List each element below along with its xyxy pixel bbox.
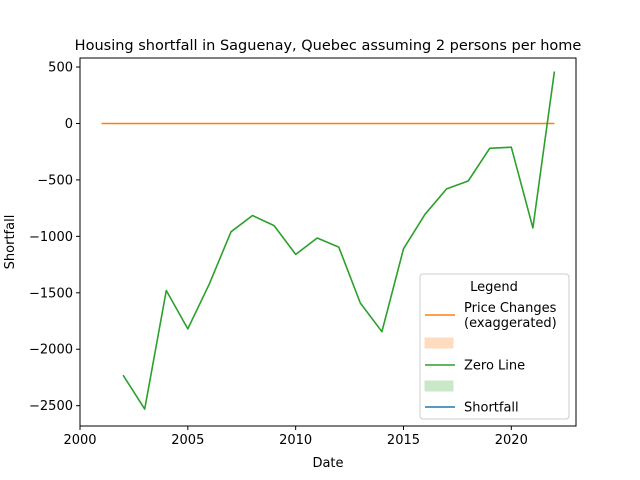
y-tick-label: −2000	[29, 343, 73, 358]
y-axis-label: Shortfall	[3, 215, 18, 270]
legend: Legend Price Changes(exaggerated) Zero Li…	[419, 273, 570, 420]
x-tick-label: 2005	[171, 433, 204, 448]
plot-lines	[101, 71, 556, 410]
legend-swatch-patch	[424, 380, 454, 392]
legend-swatch-patch	[424, 337, 454, 349]
x-tick-label: 2020	[495, 433, 528, 448]
y-tick-label: 0	[65, 117, 73, 132]
x-axis-label: Date	[312, 456, 343, 471]
x-tick-label: 2010	[279, 433, 312, 448]
legend-label: Price Changes	[464, 301, 557, 316]
plot-frame	[79, 57, 577, 427]
chart-title: Housing shortfall in Saguenay, Quebec as…	[75, 38, 582, 54]
series-line-1	[122, 71, 556, 410]
y-tick-label: −1000	[29, 230, 73, 245]
x-tick-label: 2015	[387, 433, 420, 448]
x-tick-label: 2000	[63, 433, 96, 448]
y-axis: 500 0 −500 −1000 −1500 −2000 −2500	[29, 61, 80, 414]
legend-label: Shortfall	[464, 401, 519, 416]
legend-title: Legend	[470, 280, 518, 295]
legend-label: Zero Line	[464, 359, 525, 374]
legend-box	[419, 273, 570, 420]
legend-label: (exaggerated)	[464, 316, 557, 331]
y-tick-label: −1500	[29, 286, 73, 301]
y-tick-label: −500	[37, 173, 73, 188]
y-tick-label: −2500	[29, 399, 73, 414]
y-tick-label: 500	[48, 61, 73, 76]
x-axis: 2000 2005 2010 2015 2020	[63, 426, 528, 448]
legend-entries: Price Changes(exaggerated) Zero Line Short…	[424, 301, 557, 416]
